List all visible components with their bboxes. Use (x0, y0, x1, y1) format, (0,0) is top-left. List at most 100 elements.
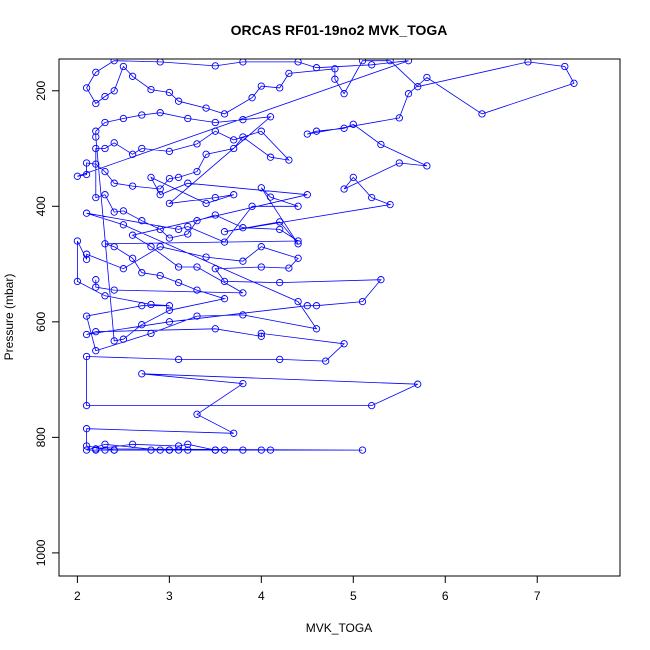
data-point (349, 173, 357, 182)
data-point (276, 278, 284, 287)
x-tick-label: 2 (74, 589, 81, 603)
data-point (82, 250, 91, 258)
data-point (147, 329, 155, 338)
data-point (294, 202, 302, 210)
data-point (165, 199, 174, 208)
data-point (110, 286, 118, 294)
data-point (211, 118, 219, 127)
data-point (257, 82, 265, 90)
data-point (174, 173, 183, 182)
data-point (239, 257, 247, 265)
data-point (119, 62, 128, 71)
data-point (165, 88, 174, 97)
data-point (312, 325, 321, 333)
data-point (193, 167, 201, 176)
data-point (82, 330, 91, 339)
data-point (294, 237, 302, 245)
data-point (128, 231, 137, 239)
data-point (174, 97, 183, 105)
data-point (312, 127, 321, 135)
data-point (561, 62, 569, 71)
data-point (193, 217, 201, 225)
data-point (211, 127, 219, 135)
data-point (138, 370, 146, 378)
plot-frame (58, 58, 621, 577)
data-point (331, 75, 339, 83)
data-point (92, 160, 100, 168)
data-point (82, 442, 91, 450)
data-point (82, 209, 91, 217)
data-point (266, 113, 275, 121)
data-point (303, 191, 311, 199)
data-point (138, 111, 146, 119)
data-point (92, 133, 100, 141)
data-point (165, 147, 174, 156)
data-point (92, 276, 100, 284)
data-point (138, 144, 146, 153)
data-point (174, 225, 183, 234)
data-point (73, 237, 82, 245)
data-point (128, 72, 137, 80)
x-tick-label: 3 (166, 589, 173, 603)
data-point (285, 264, 293, 272)
data-point (257, 243, 265, 251)
data-point (368, 401, 376, 410)
data-point (524, 59, 532, 66)
data-point (239, 289, 247, 297)
data-point (147, 243, 155, 251)
data-point (303, 302, 311, 310)
data-point (73, 277, 82, 286)
data-point (82, 352, 91, 361)
data-point (101, 144, 109, 153)
data-point (570, 79, 578, 87)
data-point (211, 193, 219, 202)
data-point (211, 325, 219, 333)
data-point (285, 156, 293, 164)
data-point (230, 136, 238, 144)
data-point (239, 446, 247, 454)
x-tick-label: 4 (258, 589, 265, 603)
data-point (92, 68, 100, 76)
data-point (101, 440, 109, 448)
data-point (92, 347, 100, 355)
data-point (322, 357, 330, 365)
data-point (276, 225, 284, 234)
data-point (276, 84, 284, 92)
data-point (128, 182, 137, 190)
data-point (184, 114, 192, 123)
data-point (266, 153, 275, 161)
y-tick-label: 200 (34, 80, 48, 100)
data-point (92, 445, 100, 453)
chart-title: ORCAS RF01-19no2 MVK_TOGA (231, 22, 448, 38)
data-point (73, 172, 82, 180)
data-point (312, 64, 321, 72)
data-point (128, 254, 137, 262)
data-point (119, 114, 128, 123)
data-point (340, 185, 348, 193)
data-point (266, 193, 275, 201)
data-point (239, 59, 247, 66)
data-point (193, 312, 201, 320)
data-point (312, 302, 321, 310)
data-point (193, 140, 201, 148)
data-point (220, 228, 229, 236)
data-point (266, 446, 275, 454)
data-point (156, 243, 164, 251)
data-point (156, 191, 164, 199)
data-point (165, 318, 174, 326)
data-point (101, 240, 109, 248)
data-point (174, 263, 183, 271)
data-point (285, 69, 293, 78)
data-point (147, 85, 155, 94)
data-point (239, 116, 247, 124)
data-point (119, 335, 128, 343)
data-point (423, 162, 431, 170)
data-point (92, 144, 100, 153)
data-point (119, 265, 128, 273)
data-point (340, 90, 348, 98)
data-point (128, 150, 137, 158)
data-point (101, 292, 109, 300)
data-point (202, 253, 210, 261)
data-point (82, 401, 91, 410)
data-point (239, 133, 247, 141)
